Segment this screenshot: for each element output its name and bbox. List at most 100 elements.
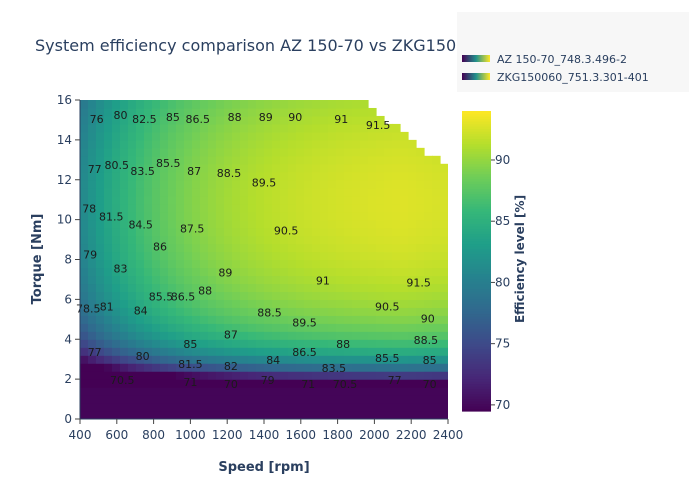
contour-cell xyxy=(136,163,145,173)
contour-cell xyxy=(192,227,201,237)
contour-cell xyxy=(192,283,201,292)
legend-swatch-az xyxy=(462,55,490,62)
contour-cell xyxy=(304,123,313,133)
contour-cell xyxy=(200,147,209,157)
contour-cell xyxy=(168,339,177,348)
contour-cell xyxy=(392,259,401,269)
contour-cell xyxy=(424,347,433,356)
contour-cell xyxy=(376,139,385,149)
contour-cell xyxy=(80,307,89,316)
legend-box xyxy=(457,12,689,92)
contour-cell xyxy=(328,403,337,412)
contour-cell xyxy=(280,387,289,396)
contour-cell xyxy=(384,163,393,173)
contour-cell xyxy=(208,299,217,308)
contour-cell xyxy=(208,187,217,197)
contour-cell xyxy=(176,100,185,109)
contour-cell xyxy=(312,323,321,332)
contour-cell xyxy=(112,227,121,237)
contour-cell xyxy=(96,395,105,404)
contour-cell xyxy=(440,403,448,412)
contour-cell xyxy=(304,323,313,332)
contour-cell xyxy=(224,283,233,292)
contour-cell xyxy=(264,259,273,269)
contour-cell xyxy=(312,147,321,157)
contour-cell xyxy=(216,371,225,380)
contour-cell xyxy=(264,219,273,229)
contour-cell xyxy=(224,411,233,419)
colorbar-step xyxy=(462,213,491,217)
contour-cell xyxy=(192,179,201,189)
contour-cell xyxy=(392,299,401,308)
contour-cell xyxy=(336,315,345,324)
contour-cell xyxy=(408,315,417,324)
contour-cell xyxy=(328,371,337,380)
contour-cell xyxy=(384,379,393,388)
contour-cell xyxy=(160,203,169,213)
contour-cell xyxy=(328,259,337,269)
contour-cell xyxy=(144,395,153,404)
contour-cell xyxy=(160,187,169,197)
contour-cell xyxy=(432,203,441,213)
contour-cell xyxy=(104,307,113,316)
contour-cell xyxy=(184,387,193,396)
contour-cell xyxy=(304,227,313,237)
contour-cell xyxy=(272,339,281,348)
contour-cell xyxy=(280,115,289,125)
contour-cell xyxy=(120,275,129,285)
contour-cell xyxy=(344,315,353,324)
colorbar-step xyxy=(462,148,491,152)
contour-cell xyxy=(336,243,345,253)
contour-cell xyxy=(352,395,361,404)
contour-cell xyxy=(120,195,129,205)
contour-cell xyxy=(256,139,265,149)
contour-cell xyxy=(256,363,265,372)
contour-cell xyxy=(248,107,257,117)
contour-cell xyxy=(248,347,257,356)
contour-cell xyxy=(432,323,441,332)
contour-cell xyxy=(136,155,145,165)
contour-cell xyxy=(192,187,201,197)
colorbar-step xyxy=(462,173,491,177)
contour-cell xyxy=(408,155,417,165)
contour-cell xyxy=(312,131,321,141)
contour-cell xyxy=(160,251,169,261)
legend-entry-az[interactable]: AZ 150-70_748.3.496-2 xyxy=(497,53,627,66)
colorbar-step xyxy=(462,243,491,247)
contour-cell xyxy=(400,171,409,181)
contour-cell xyxy=(144,291,153,300)
contour-cell xyxy=(312,227,321,237)
contour-cell xyxy=(320,227,329,237)
contour-cell xyxy=(312,267,321,277)
contour-cell xyxy=(200,100,209,109)
colorbar-step xyxy=(462,376,491,380)
contour-cell xyxy=(408,227,417,237)
contour-cell xyxy=(288,203,297,213)
contour-cell xyxy=(240,331,249,340)
contour-cell xyxy=(160,259,169,269)
contour-cell xyxy=(144,275,153,285)
contour-cell xyxy=(296,123,305,133)
contour-cell xyxy=(104,147,113,157)
contour-cell xyxy=(96,347,105,356)
contour-cell xyxy=(432,299,441,308)
contour-cell xyxy=(120,243,129,253)
contour-cell xyxy=(288,219,297,229)
contour-cell xyxy=(80,139,89,149)
contour-cell xyxy=(344,395,353,404)
contour-cell xyxy=(288,403,297,412)
contour-cell xyxy=(256,211,265,221)
contour-cell xyxy=(160,171,169,181)
contour-cell xyxy=(352,387,361,396)
contour-cell xyxy=(240,123,249,133)
contour-cell xyxy=(152,187,161,197)
contour-cell xyxy=(392,179,401,189)
colorbar-step xyxy=(462,296,491,300)
contour-cell xyxy=(416,219,425,229)
contour-cell xyxy=(176,275,185,285)
contour-cell xyxy=(424,283,433,292)
contour-cell xyxy=(128,203,137,213)
contour-cell xyxy=(288,107,297,117)
legend-entry-zkg[interactable]: ZKG150060_751.3.301-401 xyxy=(497,71,649,84)
